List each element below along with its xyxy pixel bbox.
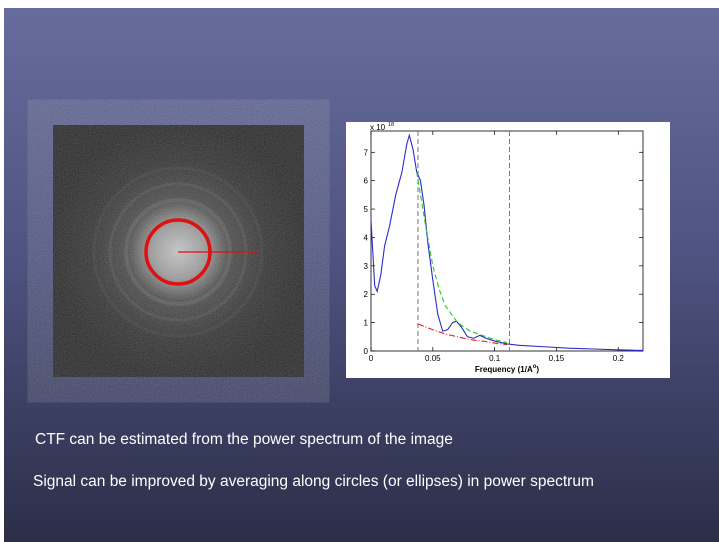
power-spectrum-image — [53, 125, 304, 377]
x-axis-label: Frequency (1/Ao) — [475, 364, 539, 374]
y-tick-label: 5 — [364, 205, 369, 214]
x-axis-label-sup: o — [533, 364, 537, 370]
y-tick-label: 2 — [364, 290, 369, 299]
y-tick-label: 1 — [364, 319, 369, 328]
y-multiplier-power: 18 — [388, 122, 394, 128]
y-tick-label: 7 — [364, 148, 369, 157]
data-line — [417, 323, 508, 346]
bullet-text: Signal can be improved by averaging alon… — [33, 473, 594, 490]
chart-background — [346, 122, 670, 378]
y-tick-label: 4 — [364, 233, 369, 242]
x-tick-label: 0.2 — [613, 354, 625, 363]
data-line — [416, 172, 508, 344]
x-tick-label: 0.05 — [425, 354, 441, 363]
x-tick-label: 0.15 — [549, 354, 565, 363]
plot-area — [370, 130, 644, 352]
bullet-text: CTF can be estimated from the power spec… — [35, 431, 453, 448]
x-tick-label: 0.1 — [489, 354, 501, 363]
y-tick-label: 0 — [364, 347, 369, 356]
x-axis-label-end: ) — [536, 365, 539, 374]
y-tick-label: 3 — [364, 262, 369, 271]
y-multiplier: x 10 — [370, 123, 386, 132]
x-axis-label-text: Frequency (1/A — [475, 365, 533, 374]
y-tick-label: 6 — [364, 177, 369, 186]
data-line — [370, 133, 644, 351]
x-tick-label: 0 — [369, 354, 374, 363]
